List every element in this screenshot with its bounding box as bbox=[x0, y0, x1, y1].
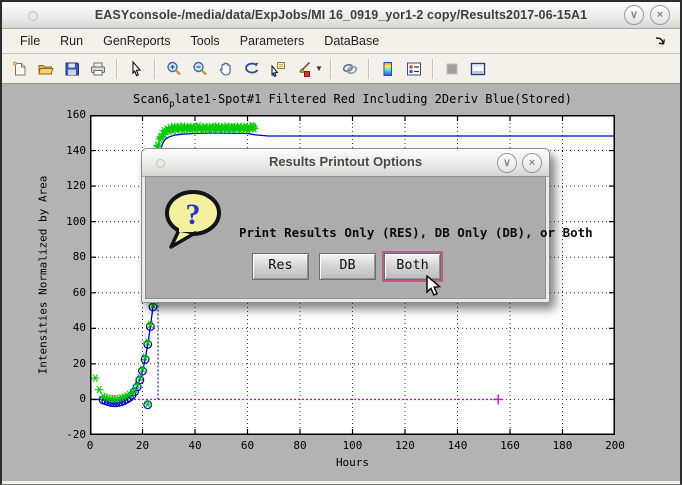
print-button[interactable] bbox=[86, 57, 110, 81]
x-tick-label: 20 bbox=[135, 439, 150, 452]
menu-item-file[interactable]: File bbox=[20, 34, 41, 48]
menu-item-genreports[interactable]: GenReports bbox=[103, 34, 171, 48]
rotate-3d-button[interactable] bbox=[240, 57, 264, 81]
window-title: EASYconsole-/media/data/ExpJobs/MI 16_09… bbox=[94, 8, 588, 22]
pointer-tool-button[interactable] bbox=[124, 57, 148, 81]
y-tick-label: 20 bbox=[72, 356, 86, 370]
results-printout-dialog: Results Printout Options ∨ × ? Print Res… bbox=[141, 148, 593, 304]
question-mark-glyph: ? bbox=[186, 198, 201, 231]
toolbar-separator bbox=[431, 58, 434, 79]
toolbar-separator bbox=[367, 58, 370, 79]
pan-hand-button[interactable] bbox=[214, 57, 238, 81]
brush-dropdown-caret[interactable]: ▼ bbox=[315, 64, 323, 73]
dialog-titlebar[interactable]: Results Printout Options ∨ × bbox=[142, 149, 549, 177]
close-button[interactable]: × bbox=[650, 5, 670, 25]
x-tick-label: 0 bbox=[86, 439, 94, 452]
toolbar-separator bbox=[154, 58, 156, 79]
dialog-menu-dot-icon[interactable] bbox=[156, 159, 165, 168]
y-tick-label: 100 bbox=[66, 214, 86, 228]
menu-item-run[interactable]: Run bbox=[60, 34, 84, 48]
zoom-in-button[interactable] bbox=[162, 57, 186, 81]
dialog-content: ? Print Results Only (RES), DB Only (DB)… bbox=[145, 176, 593, 299]
res-button[interactable]: Res bbox=[252, 253, 309, 280]
legend-button[interactable] bbox=[402, 57, 426, 81]
x-tick-label: 180 bbox=[552, 439, 573, 452]
x-tick-label: 60 bbox=[240, 439, 255, 452]
x-tick-label: 200 bbox=[605, 439, 625, 452]
data-cursor-button[interactable] bbox=[266, 57, 290, 81]
brush-button[interactable] bbox=[292, 57, 316, 81]
y-axis-label: Intensities Normalized by Area bbox=[36, 175, 50, 375]
link-plots-button[interactable] bbox=[338, 57, 362, 81]
menu-bar: File Run GenReports Tools Parameters DataBase bbox=[2, 29, 680, 54]
zoom-out-button[interactable] bbox=[188, 57, 212, 81]
figure-toolbar: ▼ bbox=[2, 54, 680, 84]
both-button[interactable]: Both bbox=[384, 253, 441, 280]
menu-overflow-arrow-icon[interactable] bbox=[654, 34, 666, 52]
y-tick-label: 0 bbox=[79, 392, 86, 406]
plot-title: Scan6plate1-Spot#1 Filtered Red Includin… bbox=[133, 92, 572, 110]
open-folder-button[interactable] bbox=[34, 57, 58, 81]
x-axis-label: Hours bbox=[335, 456, 370, 469]
x-tick-label: 100 bbox=[342, 439, 363, 452]
minimize-button[interactable]: ∨ bbox=[624, 5, 644, 25]
mouse-cursor-icon bbox=[425, 274, 443, 304]
question-bubble-icon: ? bbox=[162, 188, 226, 257]
db-button[interactable]: DB bbox=[319, 253, 376, 280]
y-tick-label: 80 bbox=[72, 250, 86, 264]
y-tick-label: -20 bbox=[66, 428, 86, 441]
y-tick-label: 60 bbox=[72, 285, 86, 299]
dialog-minimize-button[interactable]: ∨ bbox=[497, 153, 517, 173]
dialog-message: Print Results Only (RES), DB Only (DB), … bbox=[239, 225, 593, 240]
dialog-title: Results Printout Options bbox=[268, 154, 423, 169]
toolbar-separator bbox=[329, 58, 332, 79]
new-file-button[interactable] bbox=[8, 57, 32, 81]
dialog-close-button[interactable]: × bbox=[522, 153, 542, 173]
y-tick-label: 140 bbox=[66, 143, 86, 157]
x-tick-label: 120 bbox=[395, 439, 415, 452]
show-plot-tools-button[interactable] bbox=[466, 57, 490, 81]
x-tick-label: 140 bbox=[447, 439, 468, 452]
window-bottom-strip bbox=[2, 481, 680, 484]
menu-item-database[interactable]: DataBase bbox=[324, 34, 380, 48]
menu-item-parameters[interactable]: Parameters bbox=[239, 34, 305, 48]
window-menu-dot-icon[interactable] bbox=[28, 11, 38, 21]
y-tick-label: 160 bbox=[66, 108, 86, 121]
menu-item-tools[interactable]: Tools bbox=[190, 34, 220, 48]
x-tick-label: 40 bbox=[188, 439, 202, 452]
x-tick-label: 160 bbox=[500, 439, 520, 452]
window-titlebar[interactable]: EASYconsole-/media/data/ExpJobs/MI 16_09… bbox=[2, 2, 680, 29]
hide-plot-tools-button[interactable] bbox=[440, 57, 464, 81]
x-tick-label: 80 bbox=[293, 439, 307, 452]
toolbar-separator bbox=[116, 58, 118, 79]
colorbar-button[interactable] bbox=[376, 57, 400, 81]
y-tick-label: 40 bbox=[72, 321, 86, 335]
data-layer bbox=[90, 121, 615, 410]
save-button[interactable] bbox=[60, 57, 84, 81]
y-tick-label: 120 bbox=[66, 179, 86, 193]
